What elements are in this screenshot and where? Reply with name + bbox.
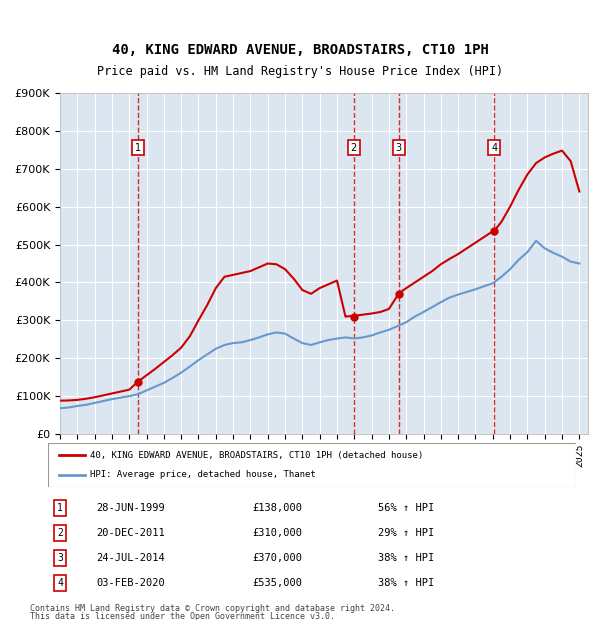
Text: 1: 1	[134, 143, 141, 153]
Text: 2: 2	[350, 143, 357, 153]
FancyBboxPatch shape	[48, 443, 576, 487]
Text: 40, KING EDWARD AVENUE, BROADSTAIRS, CT10 1PH: 40, KING EDWARD AVENUE, BROADSTAIRS, CT1…	[112, 43, 488, 56]
Text: 28-JUN-1999: 28-JUN-1999	[96, 503, 165, 513]
Text: 3: 3	[395, 143, 401, 153]
Text: 03-FEB-2020: 03-FEB-2020	[96, 578, 165, 588]
Text: 38% ↑ HPI: 38% ↑ HPI	[378, 578, 434, 588]
Text: 4: 4	[491, 143, 497, 153]
Text: 24-JUL-2014: 24-JUL-2014	[96, 553, 165, 563]
Text: 29% ↑ HPI: 29% ↑ HPI	[378, 528, 434, 538]
Text: 40, KING EDWARD AVENUE, BROADSTAIRS, CT10 1PH (detached house): 40, KING EDWARD AVENUE, BROADSTAIRS, CT1…	[90, 451, 424, 460]
Text: 38% ↑ HPI: 38% ↑ HPI	[378, 553, 434, 563]
Text: £138,000: £138,000	[252, 503, 302, 513]
Text: 3: 3	[57, 553, 63, 563]
Text: HPI: Average price, detached house, Thanet: HPI: Average price, detached house, Than…	[90, 470, 316, 479]
Text: £370,000: £370,000	[252, 553, 302, 563]
Text: Price paid vs. HM Land Registry's House Price Index (HPI): Price paid vs. HM Land Registry's House …	[97, 65, 503, 78]
Text: 56% ↑ HPI: 56% ↑ HPI	[378, 503, 434, 513]
Text: Contains HM Land Registry data © Crown copyright and database right 2024.: Contains HM Land Registry data © Crown c…	[30, 604, 395, 613]
Text: £310,000: £310,000	[252, 528, 302, 538]
Text: 20-DEC-2011: 20-DEC-2011	[96, 528, 165, 538]
Text: This data is licensed under the Open Government Licence v3.0.: This data is licensed under the Open Gov…	[30, 613, 335, 620]
Text: 1: 1	[57, 503, 63, 513]
Text: 4: 4	[57, 578, 63, 588]
Text: 2: 2	[57, 528, 63, 538]
Text: £535,000: £535,000	[252, 578, 302, 588]
